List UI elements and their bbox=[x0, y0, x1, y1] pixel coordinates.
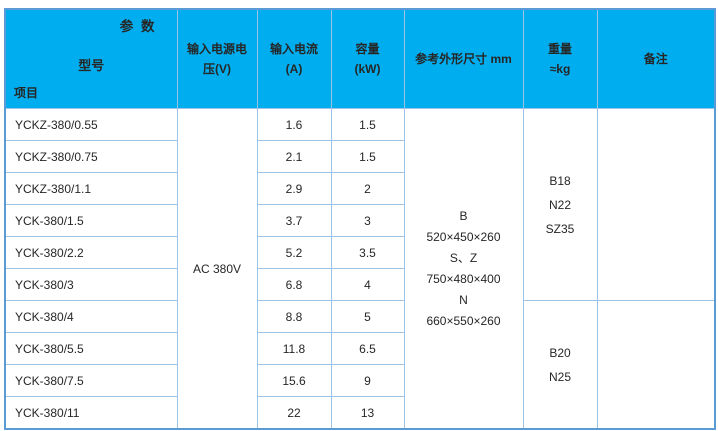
header-dimensions-line1: 参考外形尺寸 mm bbox=[415, 52, 512, 66]
table-row: YCK-380/7.5 15.6 9 bbox=[4, 364, 715, 397]
model-cell: YCKZ-380/1.1 bbox=[4, 172, 178, 205]
header-item-label: 项目 bbox=[14, 86, 39, 100]
dimensions-line: 750×480×400 bbox=[426, 271, 501, 286]
dimensions-merged-cell: B 520×450×260 S、Z 750×480×400 N 660×550×… bbox=[403, 108, 524, 430]
model-cell: YCK-380/3 bbox=[4, 268, 178, 301]
header-dimensions: 参考外形尺寸 mm bbox=[403, 8, 524, 109]
model-cell: YCK-380/2.2 bbox=[4, 236, 178, 269]
model-cell: YCK-380/7.5 bbox=[4, 364, 178, 397]
header-capacity-line1: 容量 bbox=[355, 42, 380, 56]
table-row: YCKZ-380/0.75 2.1 1.5 bbox=[4, 140, 715, 173]
header-capacity-line2: (kW) bbox=[354, 62, 381, 76]
header-input-current-line1: 输入电流 bbox=[269, 42, 318, 56]
dimensions-line: B bbox=[459, 208, 468, 223]
current-cell: 15.6 bbox=[256, 364, 332, 397]
capacity-cell: 6.5 bbox=[330, 332, 405, 365]
model-cell: YCK-380/5.5 bbox=[4, 332, 178, 365]
table-row: YCKZ-380/1.1 2.9 2 bbox=[4, 172, 715, 205]
weight-line: N25 bbox=[548, 369, 571, 384]
table-row: YCK-380/5.5 11.8 6.5 bbox=[4, 332, 715, 365]
model-cell: YCKZ-380/0.55 bbox=[4, 108, 178, 141]
weight-line: B20 bbox=[549, 345, 571, 360]
header-input-current: 输入电流 (A) bbox=[256, 8, 332, 109]
model-cell: YCK-380/11 bbox=[4, 396, 178, 430]
header-model-label: 型号 bbox=[78, 58, 105, 73]
weight-group-2-cell: B20 N25 bbox=[522, 300, 598, 430]
spec-table: 参 数 型号 项目 输入电源电 压(V) 输入电流 (A) 容量 (kW) 参考… bbox=[4, 8, 716, 430]
capacity-cell: 9 bbox=[330, 364, 405, 397]
voltage-merged-cell: AC 380V bbox=[176, 108, 258, 430]
capacity-cell: 2 bbox=[330, 172, 405, 205]
capacity-cell: 3 bbox=[330, 204, 405, 237]
capacity-cell: 1.5 bbox=[330, 140, 405, 173]
capacity-cell: 5 bbox=[330, 300, 405, 333]
model-cell: YCKZ-380/0.75 bbox=[4, 140, 178, 173]
capacity-cell: 13 bbox=[330, 396, 405, 430]
current-cell: 8.8 bbox=[256, 300, 332, 333]
table-row: YCKZ-380/0.55 AC 380V 1.6 1.5 B 520×450×… bbox=[4, 108, 716, 430]
current-cell: 11.8 bbox=[256, 332, 332, 365]
current-cell: 5.2 bbox=[256, 236, 332, 269]
weight-line: N22 bbox=[548, 197, 571, 212]
table-row: YCK-380/3 6.8 4 bbox=[4, 268, 715, 301]
weight-line: B18 bbox=[549, 173, 571, 188]
table-header: 参 数 型号 项目 输入电源电 压(V) 输入电流 (A) 容量 (kW) 参考… bbox=[4, 8, 716, 109]
note-group-1-cell bbox=[596, 108, 716, 301]
note-group-2-cell bbox=[596, 300, 716, 430]
header-parameters-label: 参 数 bbox=[119, 19, 157, 34]
dimensions-line: N bbox=[459, 292, 468, 307]
current-cell: 1.6 bbox=[256, 108, 332, 141]
weight-group-1-cell: B18 N22 SZ35 bbox=[522, 108, 598, 301]
header-weight-line1: 重量 bbox=[547, 42, 572, 56]
current-cell: 22 bbox=[256, 396, 332, 430]
capacity-cell: 1.5 bbox=[330, 108, 405, 141]
table-row: YCK-380/2.2 5.2 3.5 bbox=[4, 236, 715, 269]
table-body: YCKZ-380/0.55 AC 380V 1.6 1.5 B 520×450×… bbox=[4, 108, 716, 430]
dimensions-line: 520×450×260 bbox=[426, 229, 501, 244]
model-cell: YCK-380/1.5 bbox=[4, 204, 178, 237]
weight-line: SZ35 bbox=[545, 221, 575, 236]
table-row: YCK-380/4 8.8 5 B20 N25 bbox=[4, 300, 716, 430]
table-row: YCK-380/11 22 13 bbox=[4, 396, 715, 430]
capacity-cell: 3.5 bbox=[330, 236, 405, 269]
header-capacity: 容量 (kW) bbox=[330, 8, 405, 109]
header-weight: 重量 ≈kg bbox=[522, 8, 598, 109]
header-input-voltage-line1: 输入电源电 bbox=[186, 42, 247, 56]
capacity-cell: 4 bbox=[330, 268, 405, 301]
header-input-current-line2: (A) bbox=[285, 62, 303, 76]
current-cell: 3.7 bbox=[256, 204, 332, 237]
dimensions-line: 660×550×260 bbox=[426, 313, 501, 328]
header-note-line1: 备注 bbox=[643, 52, 668, 66]
current-cell: 2.9 bbox=[256, 172, 332, 205]
header-input-voltage: 输入电源电 压(V) bbox=[176, 8, 258, 109]
header-note: 备注 bbox=[596, 8, 716, 109]
header-weight-line2: ≈kg bbox=[549, 62, 571, 76]
current-cell: 2.1 bbox=[256, 140, 332, 173]
current-cell: 6.8 bbox=[256, 268, 332, 301]
dimensions-line: S、Z bbox=[449, 250, 478, 265]
model-cell: YCK-380/4 bbox=[4, 300, 178, 333]
header-corner-cell: 参 数 型号 项目 bbox=[4, 8, 178, 109]
header-input-voltage-line2: 压(V) bbox=[203, 62, 231, 76]
